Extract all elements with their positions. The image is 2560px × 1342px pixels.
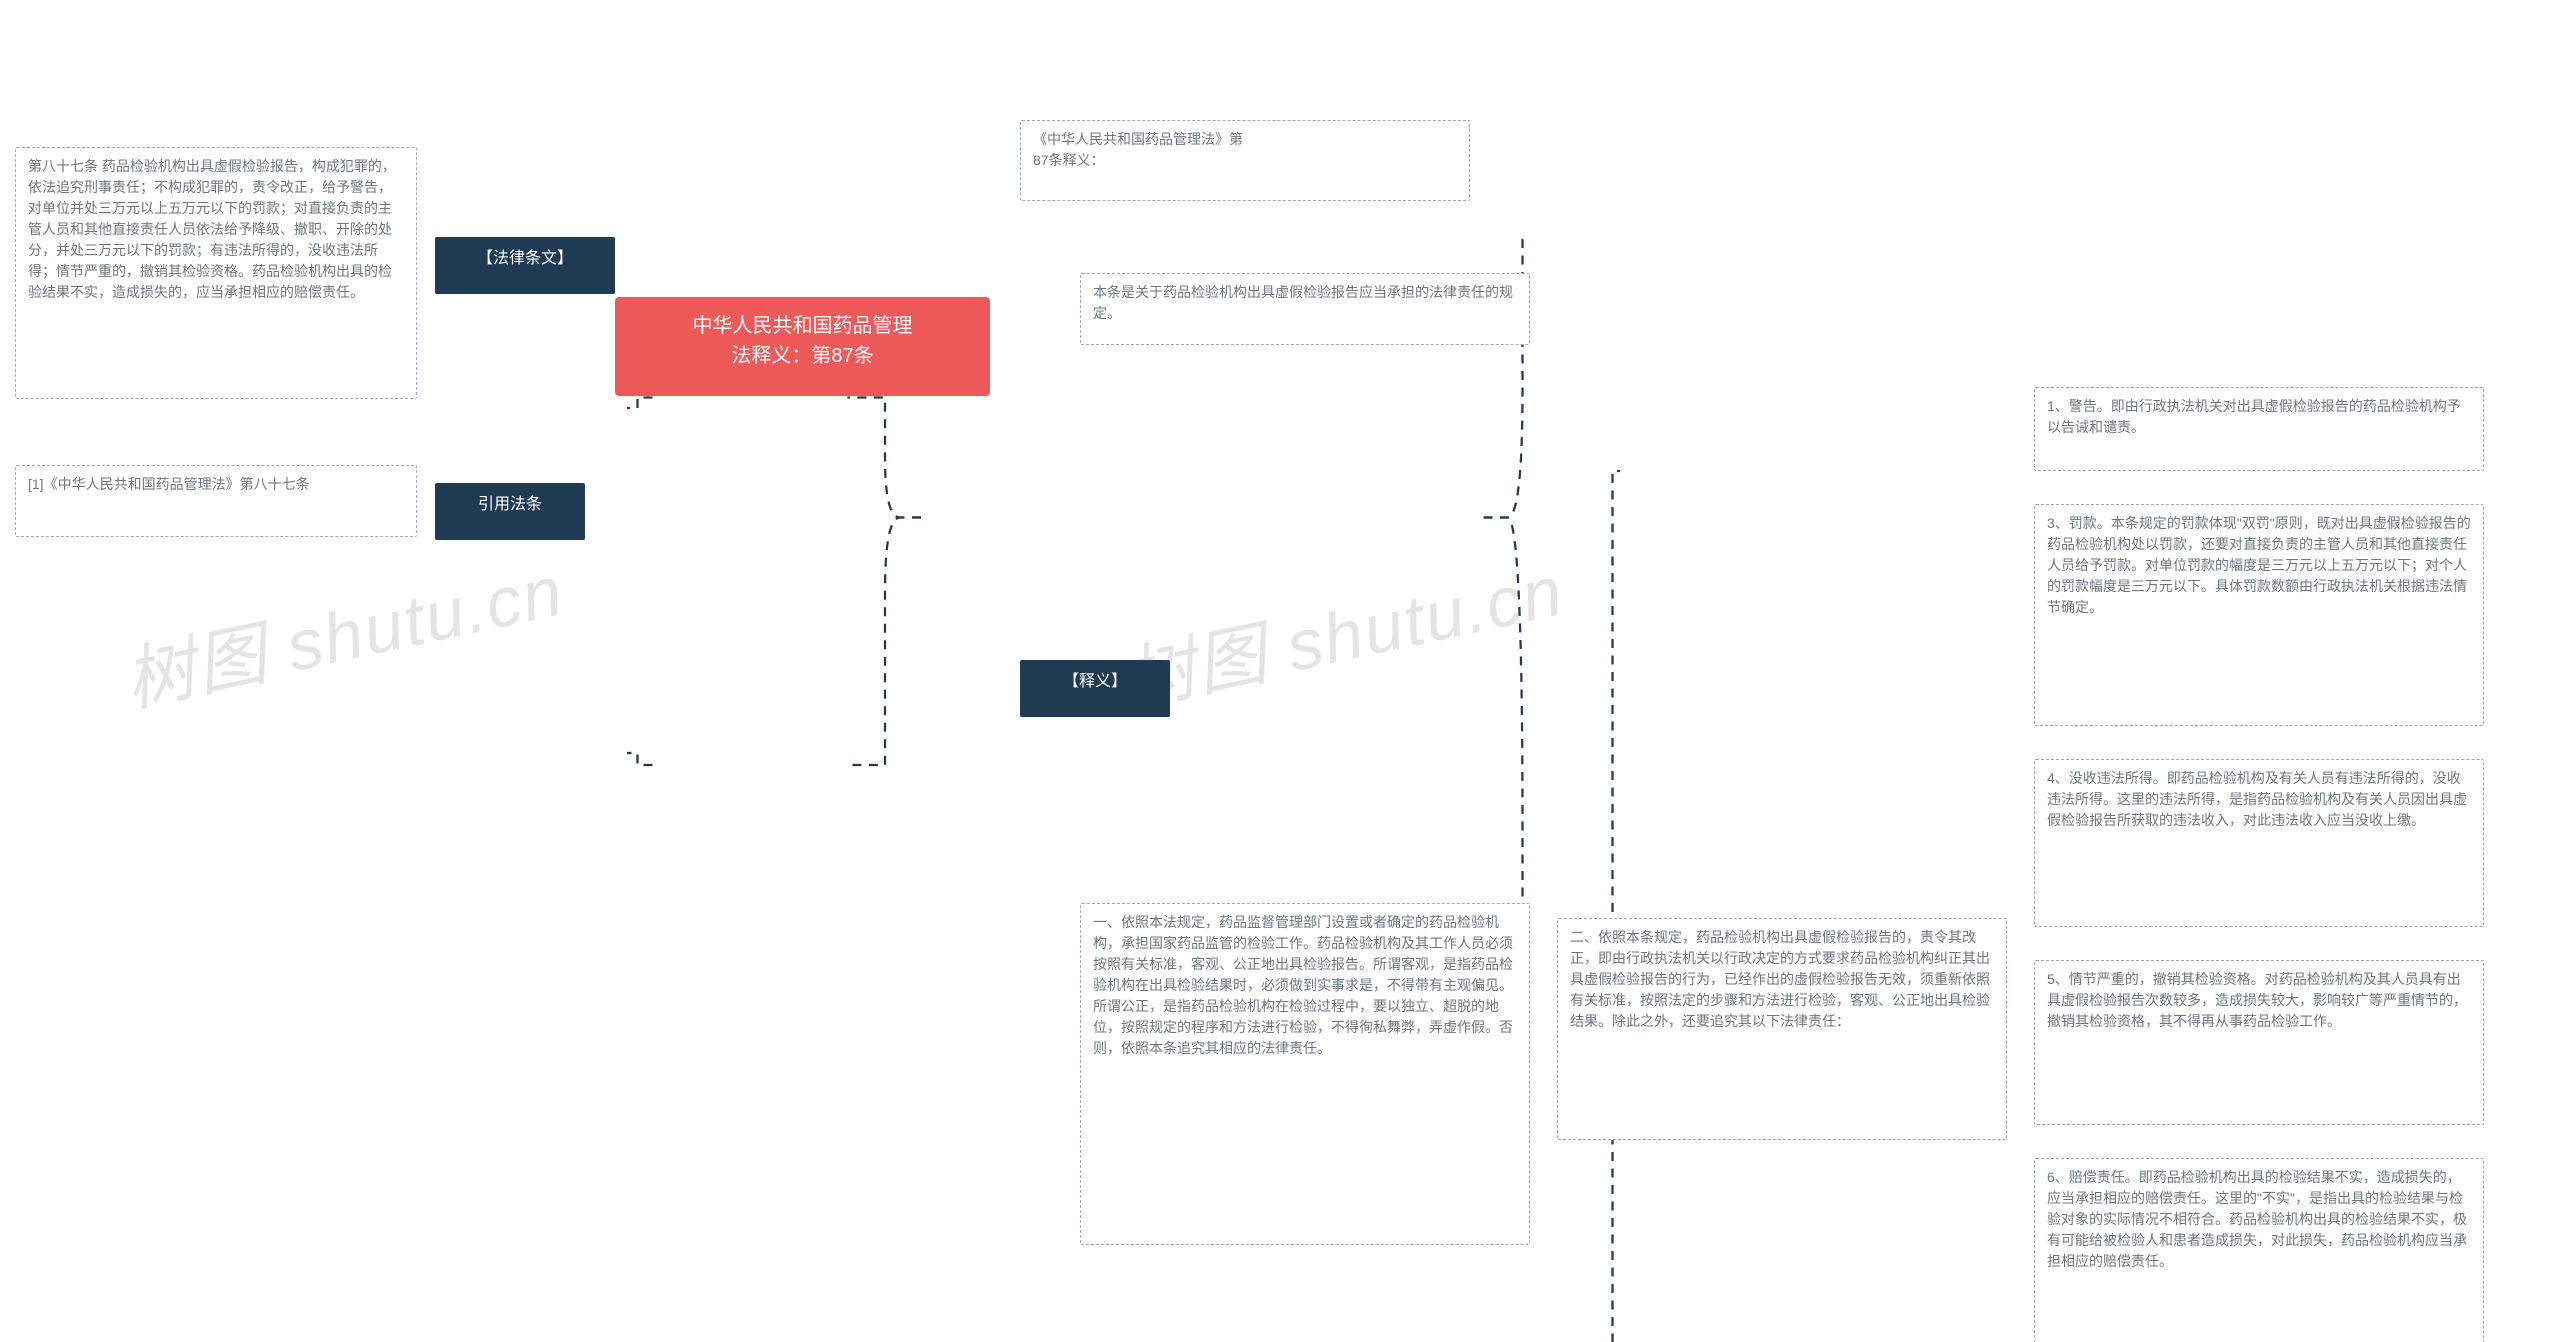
leaf-article-87[interactable]: 第八十七条 药品检验机构出具虚假检验报告，构成犯罪的，依法追究刑事责任；不构成犯… <box>15 147 417 399</box>
leaf-liability-4[interactable]: 4、没收违法所得。即药品检验机构及有关人员有违法所得的，没收违法所得。这里的违法… <box>2034 759 2484 927</box>
leaf-liability-6[interactable]: 6、赔偿责任。即药品检验机构出具的检验结果不实，造成损失的，应当承担相应的赔偿责… <box>2034 1158 2484 1342</box>
leaf-liability-1[interactable]: 1、警告。即由行政执法机关对出具虚假检验报告的药品检验机构予以告诫和谴责。 <box>2034 387 2484 471</box>
watermark-left: 树图 shutu.cn <box>114 535 571 727</box>
leaf-point-one[interactable]: 一、依照本法规定，药品监督管理部门设置或者确定的药品检验机构，承担国家药品监管的… <box>1080 903 1530 1245</box>
mindmap-canvas: 树图 shutu.cn 树图 shutu.cn 中华人民共和国药品管理 法释义：… <box>0 0 2560 1342</box>
root-node[interactable]: 中华人民共和国药品管理 法释义：第87条 <box>615 297 990 396</box>
watermark-right: 树图 shutu.cn <box>1114 535 1571 727</box>
leaf-citation-1[interactable]: [1]《中华人民共和国药品管理法》第八十七条 <box>15 465 417 537</box>
leaf-point-two[interactable]: 二、依照本条规定，药品检验机构出具虚假检验报告的，责令其改正，即由行政执法机关以… <box>1557 918 2007 1140</box>
hub-interpretation[interactable]: 【释义】 <box>1020 660 1170 717</box>
hub-title-ref[interactable]: 《中华人民共和国药品管理法》第 87条释义： <box>1020 120 1470 201</box>
leaf-liability-5[interactable]: 5、情节严重的，撤销其检验资格。对药品检验机构及其人员具有出具虚假检验报告次数较… <box>2034 960 2484 1125</box>
leaf-summary[interactable]: 本条是关于药品检验机构出具虚假检验报告应当承担的法律责任的规定。 <box>1080 273 1530 345</box>
leaf-liability-3[interactable]: 3、罚款。本条规定的罚款体现"双罚"原则，既对出具虚假检验报告的药品检验机构处以… <box>2034 504 2484 726</box>
hub-legal-text[interactable]: 【法律条文】 <box>435 237 615 294</box>
hub-cited-law[interactable]: 引用法条 <box>435 483 585 540</box>
